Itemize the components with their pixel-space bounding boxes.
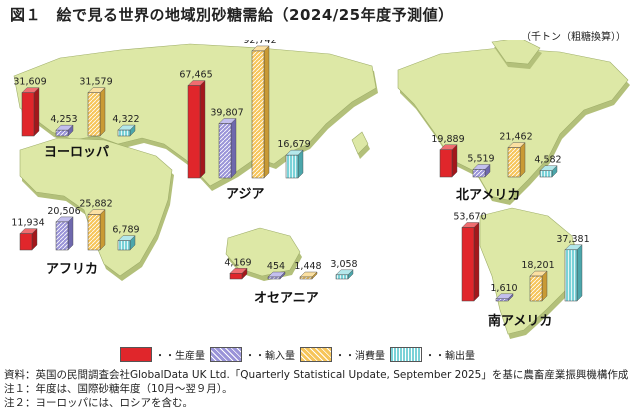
bar-exports-5 (564, 244, 583, 302)
legend-item-consumption: ・・ 消費量 (300, 346, 385, 362)
bar-consumption-2 (87, 209, 106, 251)
bar-exports-3 (335, 269, 354, 280)
value-label-consumption-4: 21,462 (499, 132, 532, 143)
bar-consumption-0 (87, 87, 106, 137)
note-2: 注２：ヨーロッパには、ロシアを含む。 (4, 397, 193, 409)
bar-consumption-1 (251, 45, 270, 179)
notes: 資料：英国の民間調査会社GlobalData UK Ltd.「Quarterly… (4, 368, 628, 410)
note-1: 注１：年度は、国際砂糖年度（10月～翌９月）。 (4, 383, 233, 395)
value-label-imports-3: 454 (267, 261, 285, 272)
region-label-5: 南アメリカ (488, 313, 552, 329)
value-label-consumption-5: 18,201 (521, 260, 554, 271)
value-label-imports-5: 1,610 (490, 283, 517, 294)
value-label-production-4: 19,889 (431, 134, 464, 145)
value-label-consumption-2: 25,882 (79, 199, 112, 210)
value-label-imports-0: 4,253 (50, 114, 77, 125)
bar-exports-4 (539, 165, 558, 178)
legend-swatch-imports (210, 346, 242, 362)
value-label-exports-5: 37,381 (556, 234, 589, 245)
bar-imports-0 (55, 124, 74, 137)
bar-imports-1 (218, 117, 237, 179)
legend-label-imports: 輸入量 (265, 350, 295, 362)
bars-layer: 31,609 4,253 31,579 4,322 ヨーロッパ 67,465 39,807 9… (11, 40, 589, 329)
chart-title: 図１ 絵で見る世界の地域別砂糖需給（2024/25年度予測値） (10, 6, 454, 24)
bar-exports-2 (117, 235, 136, 251)
value-label-exports-4: 4,582 (534, 155, 561, 166)
value-label-imports-1: 39,807 (210, 107, 243, 118)
value-label-production-5: 53,670 (453, 211, 486, 222)
bar-imports-5 (495, 293, 514, 302)
bar-production-2 (19, 228, 38, 251)
bar-exports-1 (285, 149, 304, 179)
value-label-consumption-3: 1,448 (294, 261, 321, 272)
unit-label: （千トン（粗糖換算）） (521, 32, 626, 43)
source-note: 資料：英国の民間調査会社GlobalData UK Ltd.「Quarterly… (4, 369, 629, 381)
bar-imports-3 (267, 271, 286, 280)
bar-production-1 (187, 80, 206, 179)
value-label-imports-2: 20,506 (47, 206, 80, 217)
continent-north-america (397, 47, 629, 201)
region-label-2: アフリカ (46, 262, 98, 277)
region-label-4: 北アメリカ (456, 188, 520, 203)
value-label-production-1: 67,465 (179, 70, 212, 81)
island-japan (351, 131, 369, 155)
legend-swatch-consumption (300, 346, 332, 362)
value-label-exports-3: 3,058 (330, 259, 357, 270)
world-map-land (13, 40, 630, 339)
value-label-exports-2: 6,789 (112, 225, 139, 236)
bar-exports-0 (117, 124, 136, 137)
legend-item-imports: ・・ 輸入量 (210, 346, 295, 362)
value-label-production-2: 11,934 (11, 218, 44, 229)
value-label-consumption-1: 92,742 (243, 40, 276, 46)
value-label-imports-4: 5,519 (467, 153, 494, 164)
bar-production-5 (461, 221, 480, 302)
legend-label-consumption: 消費量 (355, 350, 385, 362)
legend-swatch-exports (390, 346, 422, 362)
sugar-map-chart: 31,609 4,253 31,579 4,322 ヨーロッパ 67,465 39,807 9… (11, 40, 630, 339)
bar-production-0 (21, 87, 40, 137)
bar-production-3 (229, 267, 248, 280)
bar-imports-4 (472, 163, 491, 178)
legend-item-production: ・・ 生産量 (120, 346, 205, 362)
bar-imports-2 (55, 216, 74, 251)
continent-oceania (225, 227, 301, 277)
legend-item-exports: ・・ 輸出量 (390, 346, 475, 362)
bar-consumption-4 (507, 142, 526, 178)
bar-consumption-3 (299, 271, 318, 280)
legend-label-production: 生産量 (175, 350, 205, 362)
legend: ・・ 生産量 ・・ 輸入量 ・・ 消費量 ・・ 輸出量 (120, 346, 550, 364)
value-label-exports-0: 4,322 (112, 114, 139, 125)
island-greenland (491, 40, 541, 65)
region-label-1: アジア (226, 187, 264, 202)
region-label-3: オセアニア (254, 291, 319, 306)
value-label-production-0: 31,609 (13, 77, 46, 88)
value-label-consumption-0: 31,579 (79, 77, 112, 88)
legend-label-exports: 輸出量 (445, 350, 475, 362)
value-label-production-3: 4,169 (224, 257, 251, 268)
bar-consumption-5 (529, 270, 548, 302)
region-label-0: ヨーロッパ (44, 145, 109, 160)
value-label-exports-1: 16,679 (277, 139, 310, 150)
continent-south-america (479, 207, 579, 335)
legend-swatch-production (120, 346, 152, 362)
bar-production-4 (439, 144, 458, 178)
